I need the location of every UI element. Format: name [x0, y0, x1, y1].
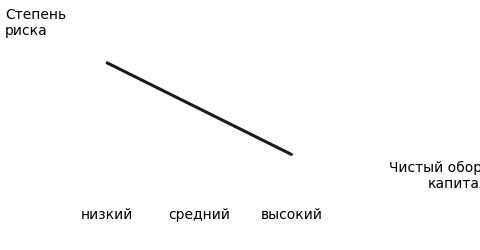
- Text: высокий: высокий: [261, 208, 323, 222]
- Text: средний: средний: [168, 208, 230, 222]
- Text: низкий: низкий: [81, 208, 133, 222]
- Text: Чистый оборотный
капитал: Чистый оборотный капитал: [389, 160, 480, 190]
- Text: Степень
риска: Степень риска: [5, 8, 66, 38]
